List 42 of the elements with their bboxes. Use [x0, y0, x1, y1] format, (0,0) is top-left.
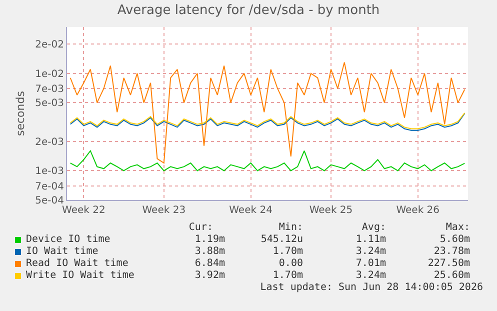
y-tick-label: 5e-04 — [35, 196, 64, 206]
chart-title: Average latency for /dev/sda - by month — [117, 2, 380, 18]
text: 227.50m — [428, 258, 470, 269]
text: 1.19m — [194, 234, 225, 245]
x-tick-label: Week 26 — [396, 205, 440, 216]
x-tick-label: Week 24 — [229, 205, 272, 216]
text: 7.01m — [356, 258, 386, 269]
text: 545.12u — [260, 234, 303, 245]
legend-label: Write IO Wait time — [26, 270, 134, 281]
text: 6.84m — [194, 258, 225, 269]
text: 1.70m — [272, 270, 303, 281]
y-tick-label: 5e-03 — [35, 98, 64, 110]
legend-label: Read IO Wait time — [26, 258, 128, 269]
text: 1.70m — [272, 246, 303, 257]
y-tick-label: 2e-02 — [35, 40, 64, 51]
text: 3.24m — [356, 270, 386, 281]
text: Last update: Sun Jun 28 14:00:05 2026 — [260, 282, 483, 293]
text: Cur: — [188, 222, 213, 233]
x-tick-label: Week 23 — [142, 205, 186, 216]
text: Avg: — [362, 222, 386, 233]
text: 23.78m — [434, 246, 470, 257]
y-axis-title: seconds — [14, 90, 27, 136]
y-tick-label: 7e-04 — [35, 181, 64, 192]
text: 3.92m — [194, 270, 225, 281]
legend-label: IO Wait time — [26, 246, 98, 257]
text: Max: — [446, 222, 470, 233]
x-tick-label: Week 25 — [309, 205, 353, 216]
y-tick-label: 2e-03 — [35, 136, 64, 148]
line-series — [70, 150, 466, 172]
x-tick-label: Week 22 — [62, 205, 106, 216]
y-tick-label: 7e-03 — [35, 84, 64, 95]
text: 5.60m — [440, 234, 470, 245]
y-tick-label: 1e-03 — [35, 166, 64, 178]
text: Min: — [278, 222, 303, 233]
text: 3.24m — [356, 246, 386, 257]
text: 1.11m — [356, 234, 386, 245]
line-series — [70, 62, 466, 164]
legend-label: Device IO time — [26, 234, 110, 245]
text: 25.60m — [434, 270, 470, 281]
text: 3.88m — [194, 246, 225, 257]
y-tick-label: 1e-02 — [35, 68, 64, 80]
text: 0.00 — [278, 258, 303, 269]
